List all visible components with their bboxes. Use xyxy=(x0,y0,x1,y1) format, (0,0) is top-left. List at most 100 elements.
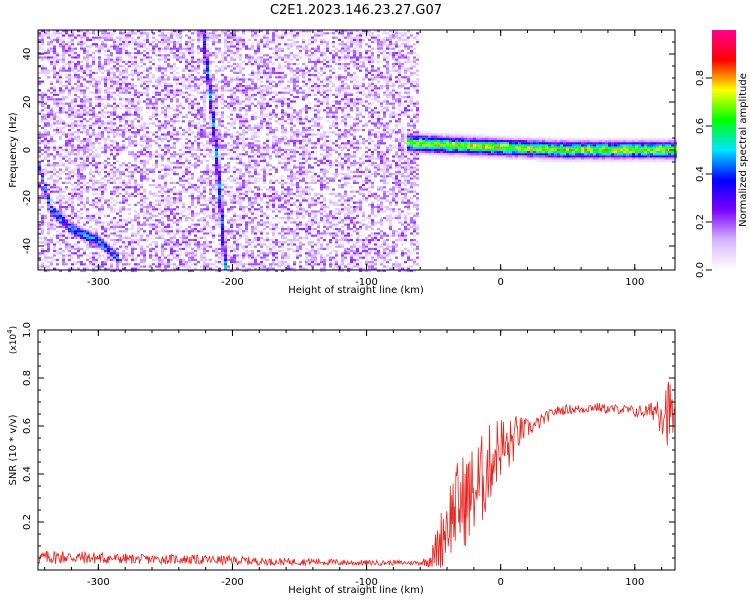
heatmap-cell-1666 xyxy=(113,208,116,211)
heatmap-cell-910 xyxy=(80,45,83,48)
heatmap-cell-222 xyxy=(47,190,50,193)
heatmap-cell-4402 xyxy=(245,239,248,242)
heatmap-cell-4681 xyxy=(260,107,263,110)
heatmap-cell-4817 xyxy=(266,137,269,140)
heatmap-cell-1869 xyxy=(122,265,125,268)
heatmap-cell-2297 xyxy=(146,54,149,57)
heatmap-cell-974 xyxy=(83,34,86,37)
heatmap-cell-3222 xyxy=(191,250,194,253)
heatmap-cell-2844 xyxy=(173,126,176,129)
heatmap-cell-252 xyxy=(50,41,53,44)
heatmap-cell-3860 xyxy=(221,100,224,103)
heatmap-cell-2962 xyxy=(179,104,182,107)
heatmap-cell-3548 xyxy=(206,263,209,266)
heatmap-cell-1864 xyxy=(122,252,125,255)
heatmap-cell-1034 xyxy=(83,236,86,239)
heatmap-cell-858 xyxy=(77,135,80,138)
heatmap-cell-4615 xyxy=(257,67,260,70)
heatmap-cell-4656 xyxy=(257,243,260,246)
heatmap-cell-1242 xyxy=(95,98,98,101)
heatmap-cell-3760 xyxy=(215,250,218,253)
heatmap-cell-4816 xyxy=(266,133,269,136)
heatmap-cell-4800 xyxy=(266,78,269,81)
heatmap-cell-3925 xyxy=(224,45,227,48)
heatmap-cell-593 xyxy=(65,148,68,151)
heatmap-cell-1941 xyxy=(128,43,131,46)
heatmap-cell-903 xyxy=(77,267,80,270)
heatmap-cell-4911 xyxy=(272,69,275,72)
heatmap-cell-2033 xyxy=(131,173,134,176)
heatmap-cell-2600 xyxy=(161,175,164,178)
heatmap-cell-2595 xyxy=(161,155,164,158)
heatmap-cell-4954 xyxy=(272,241,275,244)
heatmap-cell-1526 xyxy=(107,164,110,167)
heatmap-cell-1648 xyxy=(113,142,116,145)
heatmap-cell-2523 xyxy=(158,93,161,96)
heatmap-cell-2834 xyxy=(173,89,176,92)
heatmap-cell-1321 xyxy=(98,131,101,134)
heatmap-cell-4179 xyxy=(236,102,239,105)
heatmap-cell-2645 xyxy=(164,89,167,92)
heatmap-cell-997 xyxy=(83,107,86,110)
heatmap-cell-3853 xyxy=(221,80,224,83)
heatmap-cell-1082 xyxy=(86,181,89,184)
heatmap-cell-4088 xyxy=(230,236,233,239)
heatmap-cell-2191 xyxy=(140,118,143,121)
heatmap-cell-4633 xyxy=(257,144,260,147)
heatmap-cell-3907 xyxy=(221,241,224,244)
heatmap-cell-197 xyxy=(47,96,50,99)
heatmap-cell-3743 xyxy=(215,177,218,180)
heatmap-cell-496 xyxy=(59,225,62,228)
heatmap-cell-4865 xyxy=(269,111,272,114)
heatmap-cell-2980 xyxy=(179,197,182,200)
heatmap-cell-1251 xyxy=(95,135,98,138)
heatmap-cell-2276 xyxy=(143,214,146,217)
heatmap-cell-912 xyxy=(80,60,83,63)
heatmap-cell-3298 xyxy=(197,71,200,74)
heatmap-cell-1159 xyxy=(89,256,92,259)
heatmap-cell-3373 xyxy=(200,142,203,145)
heatmap-cell-127 xyxy=(44,52,47,55)
heatmap-cell-2505 xyxy=(155,258,158,261)
heatmap-cell-2237 xyxy=(143,45,146,48)
heatmap-cell-2673 xyxy=(164,186,167,189)
heatmap-cell-4260 xyxy=(239,175,242,178)
heatmap-cell-249 xyxy=(47,269,50,272)
heatmap-cell-2620 xyxy=(161,250,164,253)
heatmap-cell-979 xyxy=(83,49,86,52)
heatmap-cell-2893 xyxy=(176,67,179,70)
heatmap-cell-1358 xyxy=(98,263,101,266)
heatmap-cell-1475 xyxy=(104,234,107,237)
heatmap-cell-2242 xyxy=(143,63,146,66)
heatmap-cell-3873 xyxy=(221,146,224,149)
heatmap-cell-753 xyxy=(71,212,74,215)
heatmap-cell-4349 xyxy=(242,263,245,266)
heatmap-cell-503 xyxy=(59,252,62,255)
heatmap-cell-1179 xyxy=(92,111,95,114)
heatmap-cell-2838 xyxy=(173,109,176,112)
heatmap-cell-4870 xyxy=(269,126,272,129)
heatmap-cell-2655 xyxy=(164,120,167,123)
heatmap-cell-4345 xyxy=(242,252,245,255)
heatmap-cell-61 xyxy=(41,36,44,39)
heatmap-cell-3280 xyxy=(194,254,197,257)
heatmap-cell-2929 xyxy=(176,221,179,224)
heatmap-cell-533 xyxy=(62,126,65,129)
heatmap-cell-4748 xyxy=(263,118,266,121)
heatmap-cell-1156 xyxy=(89,243,92,246)
heatmap-cell-1272 xyxy=(95,219,98,222)
heatmap-cell-4793 xyxy=(266,60,269,63)
heatmap-cell-221 xyxy=(47,188,50,191)
heatmap-cell-4560 xyxy=(254,115,257,118)
heatmap-cell-369 xyxy=(53,225,56,228)
heatmap-cell-650 xyxy=(68,113,71,116)
heatmap-cell-954 xyxy=(80,199,83,202)
heatmap-cell-438 xyxy=(56,267,59,270)
heatmap-cell-2701 xyxy=(167,43,170,46)
heatmap-cell-1859 xyxy=(122,236,125,239)
heatmap-cell-4481 xyxy=(251,56,254,59)
heatmap-cell-3964 xyxy=(224,234,227,237)
heatmap-cell-639 xyxy=(68,76,71,79)
heatmap-cell-3392 xyxy=(200,219,203,222)
heatmap-cell-902 xyxy=(77,261,80,264)
